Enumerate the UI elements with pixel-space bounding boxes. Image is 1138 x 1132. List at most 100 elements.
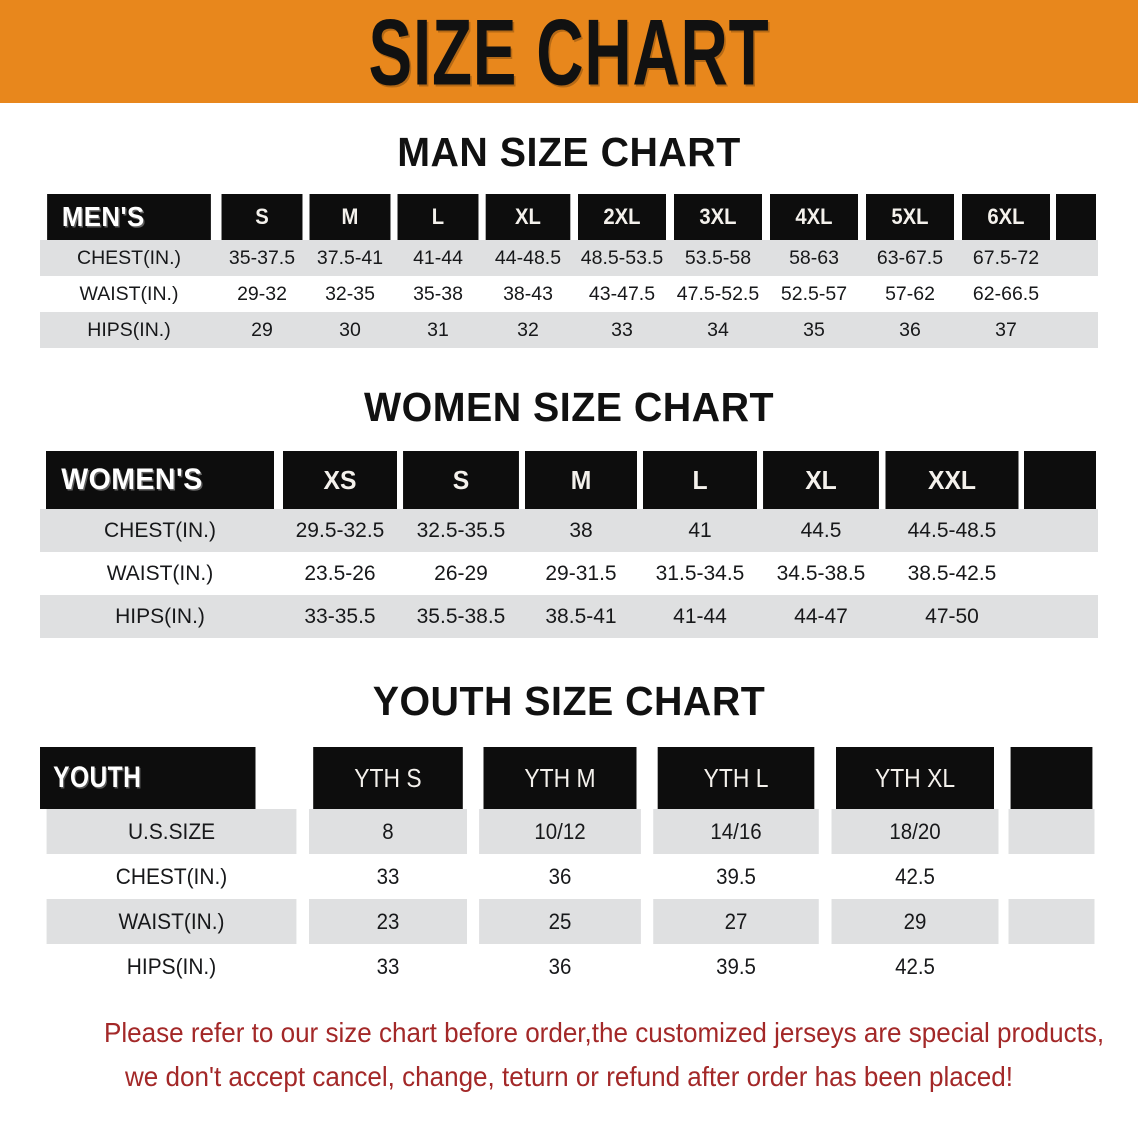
women-hips-m: 38.5-41	[522, 595, 640, 638]
table-row: CHEST(IN.) 35-37.5 37.5-41 41-44 44-48.5…	[40, 240, 1098, 276]
women-waist-xl: 34.5-38.5	[760, 552, 882, 595]
women-chest-l: 41	[640, 509, 760, 552]
women-hips-xxl: 47-50	[882, 595, 1022, 638]
women-header-row: WOMEN'S XS S M L XL XXL	[40, 451, 1098, 509]
youth-chest-xl: 42.5	[831, 854, 999, 899]
man-waist-4xl: 52.5-57	[766, 276, 862, 312]
table-row: CHEST(IN.) 29.5-32.5 32.5-35.5 38 41 44.…	[40, 509, 1098, 552]
youth-header-row: YOUTH YTH S YTH M YTH L YTH XL	[40, 747, 1098, 809]
youth-chest-s: 33	[308, 854, 468, 899]
youth-hips-xl: 42.5	[831, 944, 999, 989]
women-waist-spacer	[1022, 552, 1098, 595]
women-waist-m: 29-31.5	[522, 552, 640, 595]
man-waist-3xl: 47.5-52.5	[670, 276, 766, 312]
women-header-label: WOMEN'S	[46, 451, 274, 509]
table-row: HIPS(IN.) 33 36 39.5 42.5	[40, 944, 1098, 989]
man-hips-xl: 32	[482, 312, 574, 348]
youth-col-header-l: YTH L	[657, 747, 815, 809]
man-chest-5xl: 63-67.5	[862, 240, 958, 276]
youth-hips-l: 39.5	[653, 944, 819, 989]
man-table-body: MEN'S S M L XL 2XL 3XL 4XL 5XL 6XL CHEST…	[40, 194, 1098, 348]
youth-table-body: YOUTH YTH S YTH M YTH L YTH XL U.S.SIZE …	[40, 747, 1098, 989]
women-row-label-hips: HIPS(IN.)	[40, 595, 280, 638]
youth-hips-spacer	[1008, 944, 1095, 989]
women-chest-xs: 29.5-32.5	[280, 509, 400, 552]
man-col-header-2xl: 2XL	[577, 194, 667, 240]
youth-header-spacer	[1010, 747, 1093, 809]
youth-table-wrap: YOUTH YTH S YTH M YTH L YTH XL U.S.SIZE …	[40, 747, 1098, 989]
man-hips-l: 31	[394, 312, 482, 348]
man-chest-xl: 44-48.5	[482, 240, 574, 276]
women-waist-s: 26-29	[400, 552, 522, 595]
women-col-header-xs: XS	[283, 451, 397, 509]
women-waist-xxl: 38.5-42.5	[882, 552, 1022, 595]
women-waist-xs: 23.5-26	[280, 552, 400, 595]
youth-waist-spacer	[1008, 899, 1095, 944]
man-col-header-4xl: 4XL	[769, 194, 859, 240]
man-waist-xl: 38-43	[482, 276, 574, 312]
table-row: WAIST(IN.) 23 25 27 29	[40, 899, 1098, 944]
youth-row-label-us-size: U.S.SIZE	[46, 809, 297, 854]
table-row: CHEST(IN.) 33 36 39.5 42.5	[40, 854, 1098, 899]
women-col-header-l: L	[643, 451, 757, 509]
man-col-header-3xl: 3XL	[673, 194, 763, 240]
table-row: WAIST(IN.) 29-32 32-35 35-38 38-43 43-47…	[40, 276, 1098, 312]
footer-line-1: Please refer to our size chart before or…	[104, 1017, 1105, 1048]
women-row-label-waist: WAIST(IN.)	[40, 552, 280, 595]
youth-ussize-m: 10/12	[479, 809, 641, 854]
man-hips-5xl: 36	[862, 312, 958, 348]
man-hips-2xl: 33	[574, 312, 670, 348]
table-row: HIPS(IN.) 29 30 31 32 33 34 35 36 37	[40, 312, 1098, 348]
man-col-header-5xl: 5XL	[865, 194, 955, 240]
youth-col-header-xl: YTH XL	[835, 747, 995, 809]
women-chest-s: 32.5-35.5	[400, 509, 522, 552]
man-chest-4xl: 58-63	[766, 240, 862, 276]
women-hips-s: 35.5-38.5	[400, 595, 522, 638]
man-hips-4xl: 35	[766, 312, 862, 348]
man-waist-s: 29-32	[218, 276, 306, 312]
women-chest-xl: 44.5	[760, 509, 882, 552]
man-col-header-s: S	[221, 194, 303, 240]
man-chest-l: 41-44	[394, 240, 482, 276]
man-waist-l: 35-38	[394, 276, 482, 312]
youth-waist-s: 23	[308, 899, 468, 944]
youth-row-label-waist: WAIST(IN.)	[46, 899, 297, 944]
man-table-wrap: MEN'S S M L XL 2XL 3XL 4XL 5XL 6XL CHEST…	[40, 194, 1098, 348]
man-chest-spacer	[1054, 240, 1098, 276]
women-col-header-xxl: XXL	[885, 451, 1019, 509]
man-col-header-xl: XL	[485, 194, 571, 240]
man-row-label-chest: CHEST(IN.)	[40, 240, 218, 276]
women-hips-xs: 33-35.5	[280, 595, 400, 638]
youth-chest-l: 39.5	[653, 854, 819, 899]
table-row: U.S.SIZE 8 10/12 14/16 18/20	[40, 809, 1098, 854]
youth-hips-s: 33	[308, 944, 468, 989]
women-row-label-chest: CHEST(IN.)	[40, 509, 280, 552]
women-table-wrap: WOMEN'S XS S M L XL XXL CHEST(IN.) 29.5-…	[40, 451, 1098, 638]
man-header-spacer	[1055, 194, 1097, 240]
man-header-label: MEN'S	[47, 194, 211, 240]
youth-row-label-hips: HIPS(IN.)	[46, 944, 297, 989]
youth-chest-m: 36	[479, 854, 641, 899]
footer-line-2: we don't accept cancel, change, teturn o…	[124, 1061, 1014, 1092]
youth-hips-m: 36	[479, 944, 641, 989]
table-row: WAIST(IN.) 23.5-26 26-29 29-31.5 31.5-34…	[40, 552, 1098, 595]
footer-disclaimer: Please refer to our size chart before or…	[104, 1011, 1105, 1099]
youth-header-label: YOUTH	[40, 747, 256, 809]
women-table-body: WOMEN'S XS S M L XL XXL CHEST(IN.) 29.5-…	[40, 451, 1098, 638]
women-section-title: WOMEN SIZE CHART	[363, 384, 775, 430]
women-header-spacer	[1023, 451, 1097, 509]
man-waist-m: 32-35	[306, 276, 394, 312]
youth-waist-xl: 29	[831, 899, 999, 944]
youth-waist-l: 27	[653, 899, 819, 944]
youth-row-label-chest: CHEST(IN.)	[46, 854, 297, 899]
women-hips-xl: 44-47	[760, 595, 882, 638]
man-waist-spacer	[1054, 276, 1098, 312]
table-row: HIPS(IN.) 33-35.5 35.5-38.5 38.5-41 41-4…	[40, 595, 1098, 638]
man-hips-m: 30	[306, 312, 394, 348]
women-col-header-m: M	[524, 451, 638, 509]
women-hips-spacer	[1022, 595, 1098, 638]
youth-ussize-s: 8	[308, 809, 468, 854]
man-size-table: MEN'S S M L XL 2XL 3XL 4XL 5XL 6XL CHEST…	[40, 194, 1098, 348]
man-chest-6xl: 67.5-72	[958, 240, 1054, 276]
page-title: SIZE CHART	[368, 0, 770, 103]
